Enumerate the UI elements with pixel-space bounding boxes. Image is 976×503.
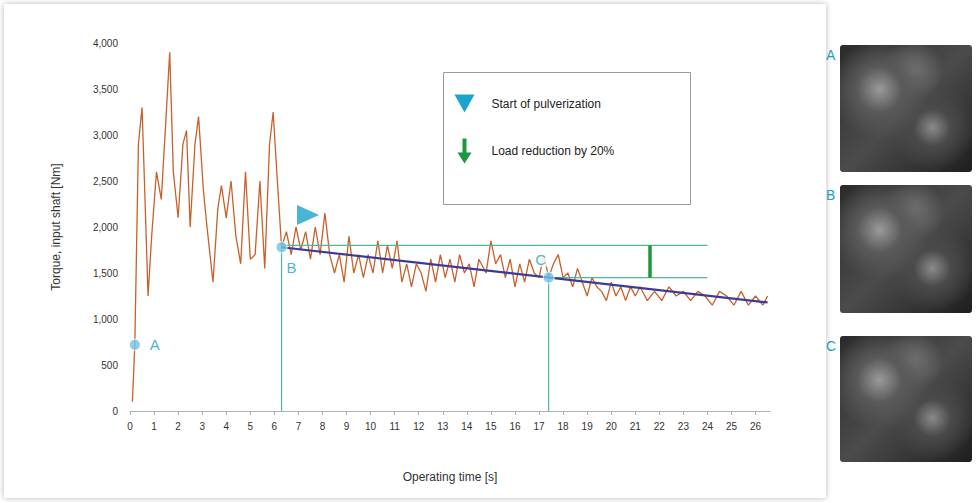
html-text:C: C — [826, 338, 837, 354]
svg-text:23: 23 — [678, 421, 690, 432]
svg-text:Torque, input shaft [Nm]: Torque, input shaft [Nm] — [49, 163, 63, 290]
svg-text:17: 17 — [533, 421, 545, 432]
svg-text:10: 10 — [365, 421, 377, 432]
svg-text:11: 11 — [389, 421, 400, 432]
svg-text:15: 15 — [485, 421, 497, 432]
svg-text:1,000: 1,000 — [93, 314, 118, 325]
svg-text:Load reduction by 20%: Load reduction by 20% — [492, 144, 615, 158]
svg-text:0: 0 — [112, 406, 118, 417]
svg-text:3: 3 — [199, 421, 205, 432]
svg-text:21: 21 — [630, 421, 642, 432]
svg-text:1: 1 — [151, 421, 157, 432]
svg-text:C: C — [535, 251, 546, 268]
svg-text:22: 22 — [654, 421, 666, 432]
svg-text:A: A — [150, 336, 160, 353]
svg-text:18: 18 — [558, 421, 570, 432]
svg-text:7: 7 — [296, 421, 302, 432]
svg-text:9: 9 — [344, 421, 350, 432]
svg-text:2,500: 2,500 — [93, 176, 118, 187]
svg-text:B: B — [287, 259, 297, 276]
svg-text:19: 19 — [582, 421, 594, 432]
html-text:B: B — [826, 187, 836, 203]
svg-text:3,000: 3,000 — [93, 130, 118, 141]
svg-text:8: 8 — [320, 421, 326, 432]
svg-text:Operating time [s]: Operating time [s] — [403, 470, 498, 484]
svg-text:12: 12 — [413, 421, 425, 432]
svg-text:5: 5 — [248, 421, 254, 432]
svg-text:14: 14 — [461, 421, 473, 432]
svg-text:20: 20 — [606, 421, 618, 432]
svg-text:Start of pulverization: Start of pulverization — [492, 97, 601, 111]
svg-text:500: 500 — [101, 360, 118, 371]
svg-text:1,500: 1,500 — [93, 268, 118, 279]
svg-text:6: 6 — [272, 421, 278, 432]
svg-text:24: 24 — [702, 421, 714, 432]
html-text:A: A — [826, 47, 836, 63]
svg-text:25: 25 — [726, 421, 738, 432]
svg-text:3,500: 3,500 — [93, 84, 118, 95]
svg-text:0: 0 — [127, 421, 133, 432]
svg-text:2,000: 2,000 — [93, 222, 118, 233]
svg-text:13: 13 — [437, 421, 449, 432]
svg-text:4: 4 — [223, 421, 229, 432]
svg-text:4,000: 4,000 — [93, 38, 118, 49]
svg-text:26: 26 — [750, 421, 762, 432]
svg-text:16: 16 — [509, 421, 521, 432]
svg-text:2: 2 — [175, 421, 181, 432]
